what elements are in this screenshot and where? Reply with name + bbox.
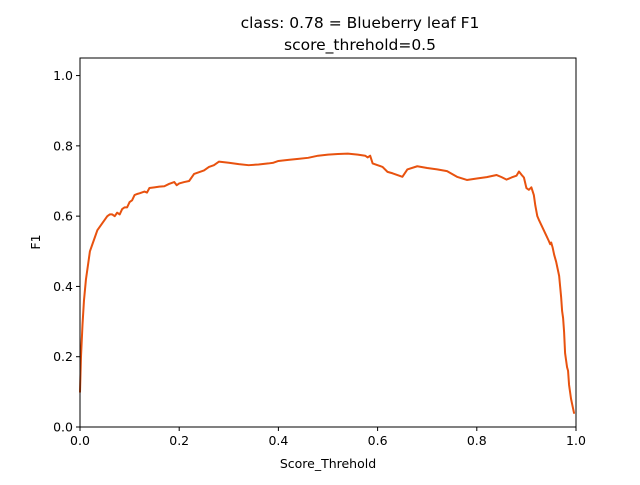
axis-ticks: 0.0 0.2 0.4 0.6 0.8 1.0 0.0 0.2 0.4 0.6 0.8 1.0 (53, 68, 586, 448)
x-tick-label: 0.6 (368, 433, 388, 448)
chart-title: class: 0.78 = Blueberry leaf F1 (241, 14, 480, 32)
y-tick-label: 0.4 (53, 279, 73, 294)
x-axis-label: Score_Threhold (280, 456, 376, 471)
axes-frame (79, 57, 577, 428)
y-tick-label: 0.8 (53, 138, 73, 153)
x-tick-label: 0.0 (70, 433, 90, 448)
y-tick-label: 0.0 (53, 420, 73, 435)
x-tick-label: 0.2 (169, 433, 189, 448)
y-tick-label: 1.0 (53, 68, 73, 83)
y-tick-label: 0.6 (53, 209, 73, 224)
y-axis-label: F1 (28, 234, 43, 249)
chart-subtitle: score_threhold=0.5 (284, 36, 436, 55)
x-tick-label: 1.0 (566, 433, 586, 448)
x-tick-label: 0.8 (467, 433, 487, 448)
y-tick-label: 0.2 (53, 349, 73, 364)
f1-series-line (79, 152, 576, 414)
plot-area (79, 152, 576, 414)
x-tick-label: 0.4 (268, 433, 288, 448)
